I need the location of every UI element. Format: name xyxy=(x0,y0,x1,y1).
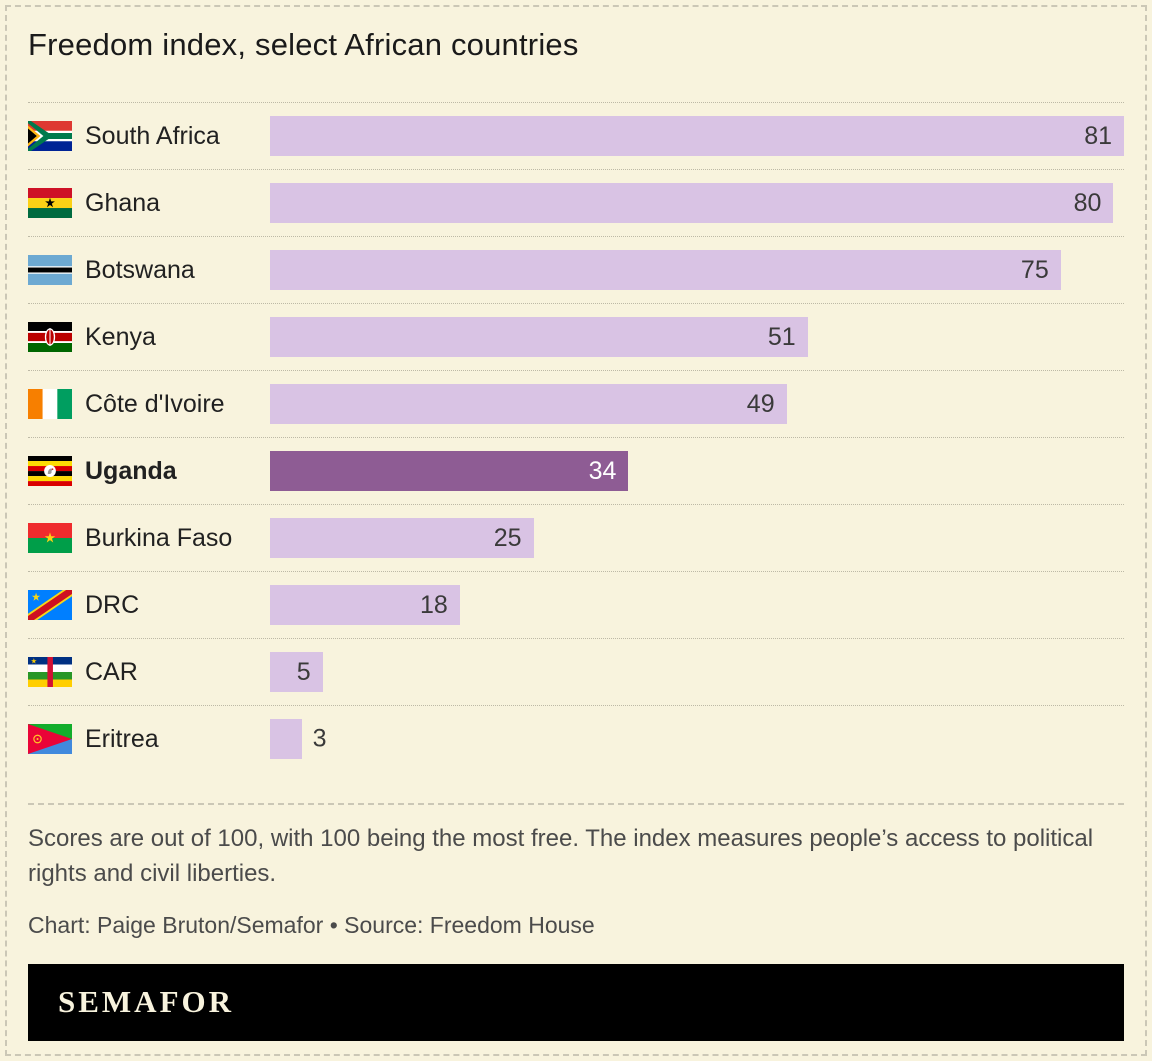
bar-value-label: 75 xyxy=(1020,255,1049,284)
row-eritrea: Eritrea 3 xyxy=(28,705,1124,772)
bar: 49 xyxy=(270,384,787,425)
eritrea-flag-icon xyxy=(28,724,72,755)
row-uganda: Uganda 34 xyxy=(28,437,1124,504)
bar-value-label: 5 xyxy=(296,657,311,686)
country-label: Botswana xyxy=(85,255,195,284)
bar-track: 49 xyxy=(270,384,1124,425)
bar-value-label: 51 xyxy=(767,322,796,351)
cote-divoire-flag-icon xyxy=(28,389,72,420)
uganda-flag-icon xyxy=(28,456,72,487)
country-label: DRC xyxy=(85,590,140,619)
drc-flag-icon xyxy=(28,590,72,621)
botswana-flag-icon xyxy=(28,255,72,286)
bar-value-label: 25 xyxy=(493,523,522,552)
bar-track: 34 xyxy=(270,451,1124,492)
bar-track: 75 xyxy=(270,250,1124,291)
bar-track: 25 xyxy=(270,518,1124,559)
bar-value-label: 49 xyxy=(746,389,775,418)
country-label: Côte d'Ivoire xyxy=(85,389,225,418)
south-africa-flag-icon xyxy=(28,121,72,152)
ghana-flag-icon xyxy=(28,188,72,219)
bar: 18 xyxy=(270,585,460,626)
car-flag-icon xyxy=(28,657,72,688)
row-car: CAR 5 xyxy=(28,638,1124,705)
bar-chart: South Africa 81 Ghana 80 xyxy=(28,102,1124,772)
country-label: Ghana xyxy=(85,188,161,217)
kenya-flag-icon xyxy=(28,322,72,353)
row-drc: DRC 18 xyxy=(28,571,1124,638)
row-cote-divoire: Côte d'Ivoire 49 xyxy=(28,370,1124,437)
bar-track: 18 xyxy=(270,585,1124,626)
chart-credit: Chart: Paige Bruton/Semafor • Source: Fr… xyxy=(28,911,595,938)
bar-value-label: 34 xyxy=(588,456,617,485)
bar-value-label: 80 xyxy=(1073,188,1102,217)
bar: 3 xyxy=(270,719,327,760)
country-label: Uganda xyxy=(85,456,177,485)
bar-value-label: 18 xyxy=(419,590,448,619)
chart-description: Scores are out of 100, with 100 being th… xyxy=(28,825,1094,887)
bar-track: 5 xyxy=(270,652,1124,693)
row-burkina-faso: Burkina Faso 25 xyxy=(28,504,1124,571)
bar: 75 xyxy=(270,250,1061,291)
burkina-faso-flag-icon xyxy=(28,523,72,554)
bar: 5 xyxy=(270,652,323,693)
country-label: South Africa xyxy=(85,121,220,150)
bar-track: 81 xyxy=(270,116,1124,157)
semafor-logo: SEMAFOR xyxy=(58,984,234,1020)
country-label: Burkina Faso xyxy=(85,523,233,552)
semafor-logo-bar: SEMAFOR xyxy=(28,963,1124,1041)
bar: 81 xyxy=(270,116,1124,157)
notes-section: Scores are out of 100, with 100 being th… xyxy=(28,803,1124,939)
bar: 25 xyxy=(270,518,534,559)
bar-track: 51 xyxy=(270,317,1124,358)
country-label: Eritrea xyxy=(85,724,159,753)
bar-track: 3 xyxy=(270,719,1124,760)
bar: 51 xyxy=(270,317,808,358)
country-label: Kenya xyxy=(85,322,156,351)
country-label: CAR xyxy=(85,657,138,686)
bar-value-label: 3 xyxy=(312,724,327,753)
bar: 34 xyxy=(270,451,629,492)
chart-title: Freedom index, select African countries xyxy=(28,27,579,62)
row-south-africa: South Africa 81 xyxy=(28,102,1124,169)
row-kenya: Kenya 51 xyxy=(28,303,1124,370)
row-botswana: Botswana 75 xyxy=(28,236,1124,303)
bar-value-label: 81 xyxy=(1084,121,1112,150)
bar-track: 80 xyxy=(270,183,1124,224)
row-ghana: Ghana 80 xyxy=(28,169,1124,236)
bar: 80 xyxy=(270,183,1114,224)
